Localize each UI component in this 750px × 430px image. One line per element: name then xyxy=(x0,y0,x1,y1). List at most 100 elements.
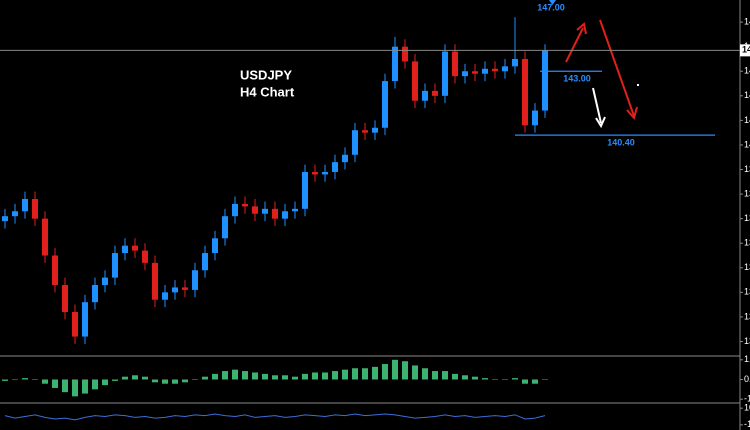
histogram-bar xyxy=(372,366,378,380)
histogram-bar xyxy=(162,379,168,384)
candle-body xyxy=(172,287,178,293)
candle-body xyxy=(252,206,258,214)
histogram-bar xyxy=(72,379,78,397)
candle-body xyxy=(72,312,78,337)
candle-body xyxy=(532,110,538,126)
candle-body xyxy=(422,90,428,101)
y-tick-label: 10 xyxy=(744,403,750,413)
histogram-bar xyxy=(2,379,8,381)
candle-body xyxy=(92,284,98,303)
candle-body xyxy=(82,302,88,337)
histogram-bar xyxy=(172,379,178,384)
candle-body xyxy=(292,208,298,212)
y-tick-label: 140.00 xyxy=(744,139,750,149)
histogram-bar xyxy=(322,372,328,380)
candle-body xyxy=(452,51,458,77)
y-tick-label: 133.00 xyxy=(744,311,750,321)
histogram-bar xyxy=(112,379,118,381)
candle-body xyxy=(482,68,488,74)
candle-body xyxy=(2,216,8,222)
candle-body xyxy=(212,238,218,254)
histogram-bar xyxy=(302,373,308,380)
candle-body xyxy=(332,162,338,172)
histogram-bar xyxy=(12,379,18,380)
candle-body xyxy=(102,277,108,285)
histogram-bar xyxy=(182,379,188,383)
histogram-bar xyxy=(452,373,458,380)
histogram-bar xyxy=(402,361,408,380)
histogram-bar xyxy=(212,373,218,380)
histogram-bar xyxy=(502,379,508,380)
candle-body xyxy=(192,270,198,290)
histogram-bar xyxy=(122,376,128,380)
histogram-bar xyxy=(62,379,68,393)
histogram-bar xyxy=(342,369,348,380)
histogram-bar xyxy=(512,378,518,380)
candle-body xyxy=(112,253,118,278)
histogram-bar xyxy=(262,373,268,380)
histogram-bar xyxy=(432,371,438,380)
candle-body xyxy=(522,58,528,126)
current-price-label: 143.85 xyxy=(742,45,750,55)
histogram-bar xyxy=(52,379,58,388)
histogram-bar xyxy=(332,371,338,380)
candle-body xyxy=(282,211,288,219)
candle-body xyxy=(502,66,508,72)
oscillator-line xyxy=(4,413,546,421)
y-tick-label: 1.4 xyxy=(744,354,750,364)
histogram-bar xyxy=(272,375,278,380)
histogram-bar xyxy=(522,379,528,384)
histogram-bar xyxy=(202,376,208,380)
candle-body xyxy=(32,198,38,219)
chart-subtitle: H4 Chart xyxy=(240,84,295,99)
candle-body xyxy=(462,71,468,77)
candle-body xyxy=(472,71,478,74)
histogram-bar xyxy=(192,379,198,380)
candle-body xyxy=(52,255,58,285)
histogram-bar xyxy=(422,368,428,380)
y-tick-label: -1.4 xyxy=(744,394,750,404)
y-tick-label: 138.00 xyxy=(744,188,750,198)
histogram-bar xyxy=(42,379,48,384)
histogram-bar xyxy=(132,375,138,380)
histogram-bar xyxy=(102,379,108,386)
candle-body xyxy=(242,203,248,207)
candle-body xyxy=(352,130,358,155)
candle-body xyxy=(542,50,548,111)
candle-body xyxy=(152,262,158,300)
arrow-head xyxy=(576,22,587,35)
candle-body xyxy=(162,292,168,300)
histogram-bar xyxy=(392,359,398,380)
candle-body xyxy=(392,46,398,82)
candle-body xyxy=(22,198,28,212)
y-tick-label: 142.00 xyxy=(744,90,750,100)
candle-body xyxy=(262,208,268,214)
chart-title: USDJPY xyxy=(240,67,292,82)
candle-body xyxy=(362,130,368,133)
y-tick-label: 139.00 xyxy=(744,164,750,174)
candle-body xyxy=(492,68,498,72)
histogram-bar xyxy=(232,369,238,380)
y-tick-label: 136.00 xyxy=(744,238,750,248)
candle-body xyxy=(372,127,378,133)
histogram-bar xyxy=(82,379,88,394)
histogram-bar xyxy=(382,364,388,380)
histogram-bar xyxy=(222,371,228,380)
candle-body xyxy=(142,250,148,263)
histogram-bar xyxy=(362,368,368,380)
histogram-bar xyxy=(532,379,538,384)
candle-body xyxy=(512,58,518,67)
y-tick-label: 137.00 xyxy=(744,213,750,223)
histogram-bar xyxy=(152,379,158,383)
candle-body xyxy=(272,208,278,219)
y-tick-label: 135.00 xyxy=(744,262,750,272)
histogram-bar xyxy=(142,376,148,380)
candle-body xyxy=(222,216,228,239)
y-tick-label: 143.00 xyxy=(744,66,750,76)
candle-body xyxy=(62,284,68,313)
candle-body xyxy=(12,211,18,217)
histogram-bar xyxy=(282,375,288,380)
histogram-bar xyxy=(412,365,418,380)
histogram-bar xyxy=(252,372,258,380)
